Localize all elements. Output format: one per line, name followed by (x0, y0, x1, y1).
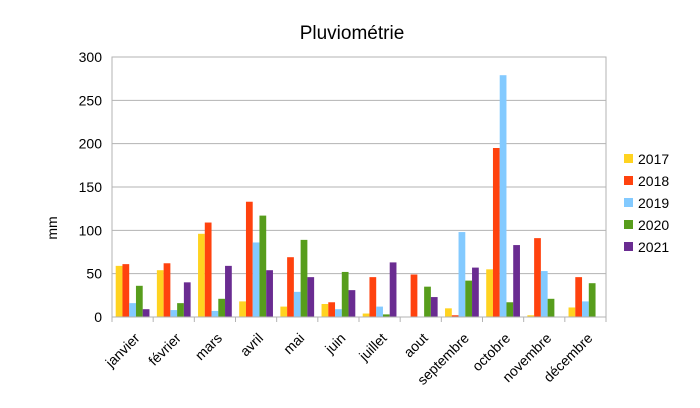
bar-2017-6 (362, 313, 370, 317)
legend-swatch (624, 198, 633, 207)
bar-2019-11 (582, 301, 589, 317)
bar-2021-4 (307, 277, 315, 317)
bar-2021-3 (266, 270, 273, 317)
bar-2020-8 (465, 280, 473, 317)
bar-2020-4 (300, 239, 308, 317)
chart-title: Pluviométrie (300, 23, 405, 44)
y-tick-label: 50 (86, 266, 102, 282)
bar-2020-7 (424, 286, 431, 317)
bar-2021-8 (472, 267, 479, 317)
bar-2018-11 (575, 277, 583, 317)
bar-2018-10 (534, 238, 541, 317)
legend-swatch (624, 176, 633, 185)
bar-2021-0 (142, 309, 150, 317)
bar-2019-0 (129, 303, 136, 317)
bar-2017-9 (486, 269, 493, 317)
bar-2021-1 (183, 282, 191, 317)
grid-lines (112, 56, 606, 318)
bar-2020-0 (135, 285, 143, 317)
bars-layer (115, 75, 596, 317)
y-tick-label: 0 (94, 309, 102, 325)
bar-2019-6 (376, 306, 383, 317)
x-tick-label: février (145, 330, 184, 369)
bar-2018-6 (369, 277, 377, 317)
bar-2017-2 (198, 233, 205, 317)
bar-2021-6 (389, 262, 397, 317)
x-tick-label: mars (192, 330, 225, 363)
bar-2019-10 (540, 271, 548, 317)
bar-2021-5 (348, 290, 356, 317)
bar-2018-9 (492, 148, 500, 317)
bar-2018-8 (451, 315, 459, 317)
bar-2020-2 (218, 298, 226, 317)
y-tick-label: 250 (79, 92, 103, 108)
bar-2020-6 (382, 314, 390, 317)
bar-2018-1 (163, 263, 171, 317)
bar-2020-11 (588, 283, 596, 317)
y-tick-label: 100 (79, 222, 103, 238)
bar-2020-5 (341, 271, 349, 317)
bar-2019-8 (458, 232, 466, 317)
y-tick-label: 300 (79, 49, 103, 65)
legend: 2017 2018 2019 2020 2021 (624, 151, 669, 255)
legend-swatch (624, 154, 633, 163)
bar-2021-7 (430, 297, 438, 317)
bar-2017-1 (156, 270, 164, 317)
x-tick-label: juin (321, 330, 348, 357)
bar-2017-11 (568, 307, 576, 317)
bar-2017-8 (445, 308, 452, 317)
x-tick-label: juillet (355, 330, 390, 365)
bar-2017-0 (115, 265, 123, 317)
bar-2018-4 (287, 257, 294, 317)
y-axis-label: mm (44, 216, 60, 239)
x-tick-label: mai (280, 330, 307, 357)
bar-2019-9 (499, 75, 507, 317)
bar-2017-3 (239, 301, 246, 317)
bar-2021-2 (225, 265, 232, 317)
bar-2018-7 (410, 274, 418, 317)
bar-2020-9 (506, 302, 514, 317)
legend-swatch (624, 220, 633, 229)
y-tick-label: 150 (79, 179, 103, 195)
x-tick-label: janvier (102, 330, 143, 371)
legend-label: 2020 (638, 217, 669, 233)
bar-2018-0 (122, 264, 130, 317)
bar-2019-3 (252, 242, 260, 317)
bar-2017-5 (321, 304, 329, 317)
legend-label: 2018 (638, 173, 669, 189)
bar-2019-5 (335, 309, 342, 317)
bar-2021-9 (513, 245, 520, 317)
bar-2020-1 (177, 303, 184, 317)
bar-2018-2 (204, 222, 212, 317)
bar-2019-4 (293, 291, 301, 317)
x-tick-label: aout (400, 330, 431, 361)
bar-2017-10 (527, 315, 535, 317)
legend-swatch (624, 242, 633, 251)
y-tick-label: 200 (79, 136, 103, 152)
legend-label: 2021 (638, 239, 669, 255)
legend-label: 2017 (638, 151, 669, 167)
bar-2020-10 (547, 298, 555, 317)
bar-2018-5 (328, 302, 336, 317)
axes-layer (111, 56, 607, 322)
bar-2020-3 (259, 215, 267, 317)
bar-2017-4 (280, 306, 288, 317)
bar-2019-2 (211, 310, 219, 317)
bar-2019-1 (170, 310, 178, 317)
legend-label: 2019 (638, 195, 669, 211)
bar-2018-3 (245, 201, 253, 317)
x-tick-label: avril (237, 330, 266, 359)
